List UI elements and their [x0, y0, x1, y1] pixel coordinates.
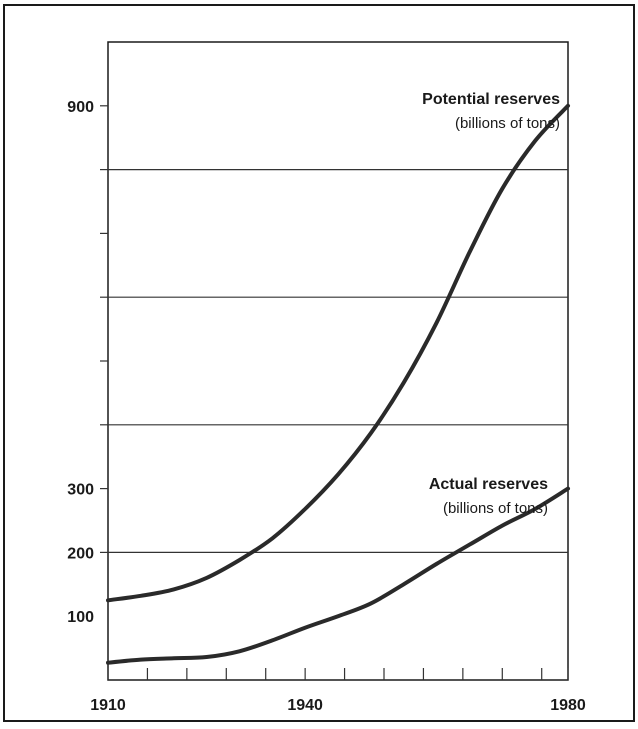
plot-area	[107, 41, 569, 681]
series-layer	[106, 103, 570, 665]
x-tick-label-1980: 1980	[550, 697, 586, 714]
series-unit-potential: (billions of tons)	[455, 115, 560, 132]
grid-layer	[108, 169, 568, 554]
y-tick-label-900: 900	[67, 99, 94, 116]
x-tick-label-1940: 1940	[287, 697, 323, 714]
outer-frame	[3, 4, 635, 722]
series-line-0	[106, 103, 570, 603]
x-tick-label-1910: 1910	[90, 697, 126, 714]
series-unit-actual: (billions of tons)	[443, 500, 548, 517]
y-tick-label-100: 100	[67, 609, 94, 626]
series-label-actual: Actual reserves	[429, 476, 548, 493]
tick-layer: 100 200 300 900 1910 1940 1980	[67, 99, 586, 714]
series-line-1	[106, 486, 570, 665]
series-label-potential: Potential reserves	[422, 91, 560, 108]
y-tick-label-200: 200	[67, 545, 94, 562]
label-layer: Potential reserves (billions of tons) Ac…	[422, 91, 560, 517]
y-tick-label-300: 300	[67, 482, 94, 499]
